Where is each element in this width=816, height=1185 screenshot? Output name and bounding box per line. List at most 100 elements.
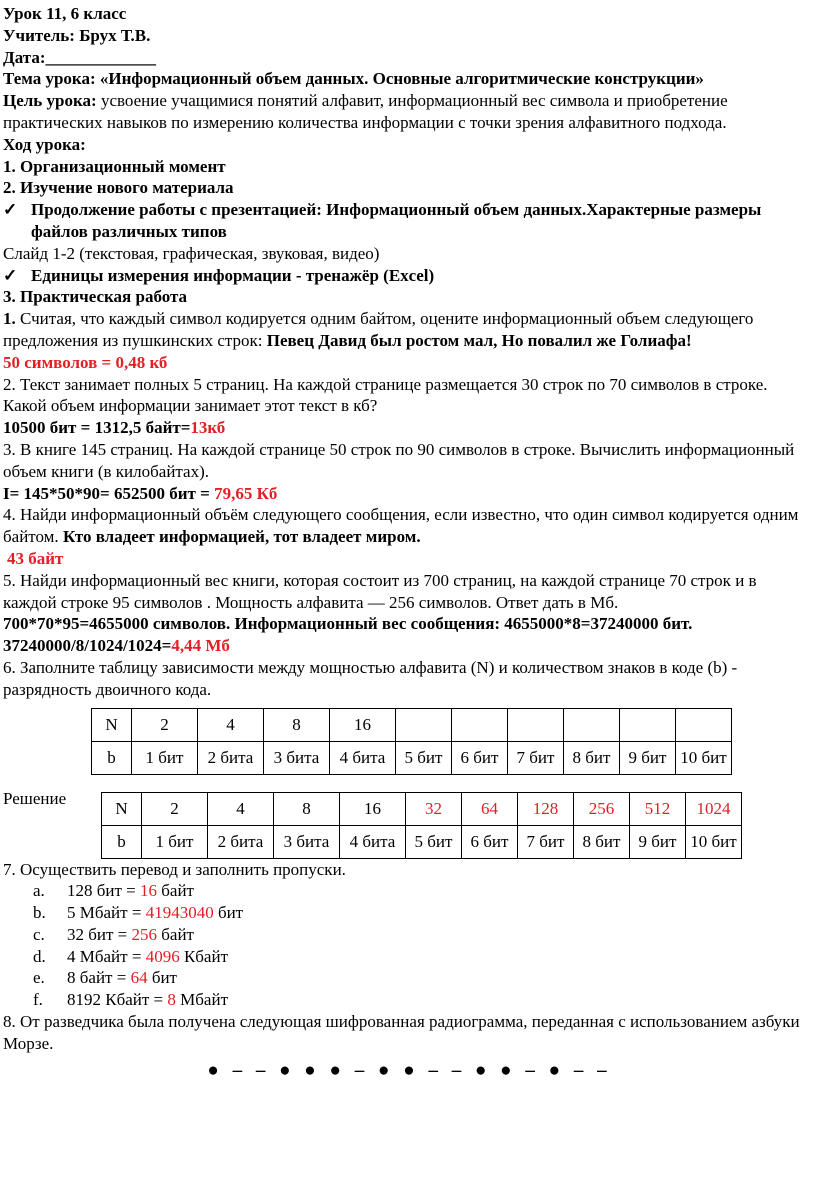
task-5-answer-black: 37240000/8/1024/1024=	[3, 636, 172, 656]
solution-label: Решение	[3, 788, 67, 808]
lesson-title: Урок 11, 6 класс	[3, 4, 127, 23]
table-cell: 16	[329, 707, 396, 742]
item-answer: 256	[131, 924, 158, 944]
table-cell: 1 бит	[141, 824, 208, 859]
date-line: Дата:_____________	[3, 47, 156, 67]
item-after: Кбайт	[179, 946, 228, 966]
table-cell	[619, 707, 676, 742]
item-before: 8192 Кбайт =	[67, 990, 168, 1010]
plan-check-1: ✓ Продолжение работы с презентацией: Инф…	[3, 199, 814, 243]
table-cell: 3 бита	[263, 740, 330, 775]
table-cell: 5 бит	[405, 824, 462, 859]
table-cell: b	[91, 740, 132, 775]
table-cell: 64	[461, 791, 518, 826]
item-before: 32 бит =	[67, 924, 132, 944]
task-1-body: Считая, что каждый символ кодируется одн…	[3, 309, 754, 350]
item-after: байт	[157, 881, 194, 901]
task-2-answer-red: 13кб	[190, 418, 226, 438]
plan-item-2: 2. Изучение нового материала	[3, 178, 234, 198]
table1-row-n: N 2 4 8 16	[91, 707, 732, 742]
table-cell: 6 бит	[451, 740, 508, 775]
item-before: 128 бит =	[67, 881, 141, 901]
item-before: 4 Мбайт =	[67, 946, 146, 966]
task-6-text: 6. Заполните таблицу зависимости между м…	[3, 657, 738, 699]
plan-check-2: ✓ Единицы измерения информации - тренажё…	[3, 265, 814, 287]
plan-check-1-text: Продолжение работы с презентацией: Инфор…	[31, 200, 762, 241]
task-3-answer: I= 145*50*90= 652500 бит = 79,65 Кб	[3, 483, 814, 505]
alphabet-table-blank: N 2 4 8 16 b 1 бит 2 бита 3 бита 4 бита …	[91, 707, 732, 775]
table-cell: 8 бит	[563, 740, 620, 775]
task-4-body: 4. Найди информационный объём следующего…	[3, 505, 799, 547]
table-cell: 512	[629, 791, 686, 826]
table-cell: 10 бит	[685, 824, 742, 859]
conversion-item-a: a. 128 бит = 16 байт	[33, 880, 814, 902]
task-4-text: 4. Найди информационный объём следующего…	[3, 504, 814, 548]
table-cell: 1024	[685, 791, 742, 826]
task-2-answer: 10500 бит = 1312,5 байт=13кб	[3, 417, 814, 439]
task-1-number: 1.	[3, 309, 16, 329]
table-cell: 1 бит	[131, 740, 198, 775]
item-text: 8192 Кбайт = 8 Мбайт	[67, 989, 228, 1011]
task-3-answer-black: I= 145*50*90= 652500 бит =	[3, 483, 215, 503]
table-cell: 16	[339, 791, 406, 826]
table-cell: 4 бита	[339, 824, 406, 859]
table-cell: 6 бит	[461, 824, 518, 859]
item-text: 8 байт = 64 бит	[67, 967, 177, 989]
table-cell: N	[91, 707, 132, 742]
table-cell: 128	[517, 791, 574, 826]
table-cell	[563, 707, 620, 742]
table-cell: 4 бита	[329, 740, 396, 775]
slide-note: Слайд 1-2 (текстовая, графическая, звуко…	[3, 243, 380, 263]
task-5-answer-line1: 700*70*95=4655000 символов. Информационн…	[3, 614, 693, 634]
table-cell	[395, 707, 452, 742]
task-7-list: a. 128 бит = 16 байт b. 5 Мбайт = 419430…	[3, 880, 814, 1011]
task-4-quote: Кто владеет информацией, тот владеет мир…	[62, 527, 421, 547]
item-before: 8 байт =	[67, 968, 131, 988]
table-cell: N	[101, 791, 142, 826]
item-after: Мбайт	[175, 990, 228, 1010]
plan-heading: Ход урока:	[3, 134, 86, 154]
task-1-quote: Певец Давид был ростом мал, Но повалил ж…	[266, 330, 692, 350]
table-cell	[451, 707, 508, 742]
table-cell: 7 бит	[517, 824, 574, 859]
table-cell: 4	[197, 707, 264, 742]
solution-table: N 2 4 8 16 32 64 128 256 512 1024 b 1 би…	[101, 791, 742, 859]
item-letter: c.	[33, 924, 45, 944]
item-after: байт	[157, 924, 194, 944]
task-5-text: 5. Найди информационный вес книги, котор…	[3, 570, 757, 612]
item-letter: a.	[33, 881, 45, 901]
morse-code-line: ● – – ● ● ● – ● ● – – ● ● – ● – –	[207, 1059, 610, 1081]
table-cell: b	[101, 824, 142, 859]
conversion-item-b: b. 5 Мбайт = 41943040 бит	[33, 902, 814, 924]
table-cell: 3 бита	[273, 824, 340, 859]
item-text: 4 Мбайт = 4096 Кбайт	[67, 946, 228, 968]
goal-text: усвоение учащимися понятий алфавит, инфо…	[3, 91, 728, 132]
goal-label: Цель урока:	[3, 91, 97, 111]
plan-item-1: 1. Организационный момент	[3, 156, 226, 176]
table-cell: 9 бит	[629, 824, 686, 859]
goal-paragraph: Цель урока: усвоение учащимися понятий а…	[3, 90, 814, 134]
conversion-item-f: f. 8192 Кбайт = 8 Мбайт	[33, 989, 814, 1011]
task-8-text: 8. От разведчика была получена следующая…	[3, 1012, 800, 1053]
solution-section: Решение N 2 4 8 16 32 64 128 256 512 102…	[3, 775, 814, 859]
table-cell: 2	[141, 791, 208, 826]
item-answer: 41943040	[145, 903, 214, 923]
table-cell: 8	[263, 707, 330, 742]
topic-line: Тема урока: «Информационный объем данных…	[3, 69, 704, 89]
item-text: 5 Мбайт = 41943040 бит	[67, 902, 243, 924]
table-cell: 2 бита	[207, 824, 274, 859]
item-after: бит	[147, 968, 177, 988]
item-text: 32 бит = 256 байт	[67, 924, 194, 946]
task-5-answer-line2: 37240000/8/1024/1024=4,44 Мб	[3, 635, 814, 657]
task-5-answer-red: 4,44 Мб	[171, 636, 230, 656]
table-cell: 32	[405, 791, 462, 826]
task-2-text: 2. Текст занимает полных 5 страниц. На к…	[3, 374, 768, 416]
plan-item-3: 3. Практическая работа	[3, 287, 188, 307]
item-letter: f.	[33, 990, 43, 1010]
item-letter: d.	[33, 946, 46, 966]
item-answer: 8	[167, 990, 176, 1010]
table1-row-b: b 1 бит 2 бита 3 бита 4 бита 5 бит 6 бит…	[91, 740, 732, 775]
item-answer: 16	[140, 881, 158, 901]
task-4-answer: 43 байт	[7, 548, 64, 568]
